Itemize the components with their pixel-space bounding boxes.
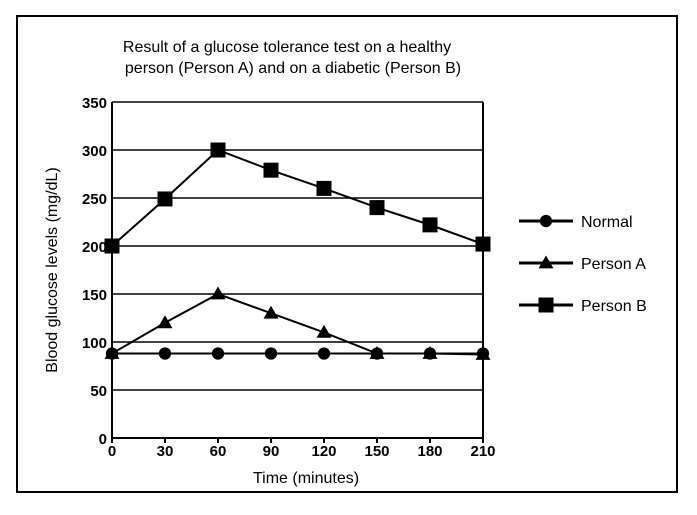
y-tick-label-100: 100 (82, 335, 107, 352)
legend-marker-person-a (538, 255, 554, 269)
y-tick-label-250: 250 (82, 191, 107, 208)
axes (111, 102, 484, 443)
grid-lines (112, 101, 483, 391)
legend-item-normal: Normal (519, 214, 633, 231)
series-person-a (104, 286, 491, 360)
y-tick-labels: 0 50 100 150 200 250 300 350 (82, 95, 107, 448)
point-person-a-180 (422, 346, 438, 359)
point-normal-30 (158, 347, 172, 360)
legend-item-person-b: Person B (519, 297, 647, 315)
x-tick-label-90: 90 (263, 443, 280, 460)
point-normal-90 (264, 347, 278, 360)
point-person-b-60 (210, 142, 226, 158)
chart-title: Result of a glucose tolerance test on a … (123, 39, 461, 77)
x-axis-label: Time (minutes) (253, 470, 359, 487)
chart-title-line-1: Result of a glucose tolerance test on a … (123, 39, 451, 56)
y-axis-label: Blood glucose levels (mg/dL) (44, 167, 61, 372)
point-person-a-60 (210, 286, 226, 300)
point-person-a-0 (104, 346, 120, 359)
point-person-a-120 (316, 324, 332, 338)
y-tick-label-200: 200 (82, 239, 107, 256)
point-person-a-30 (157, 315, 173, 329)
point-person-b-150 (369, 200, 385, 216)
legend-label-normal: Normal (581, 214, 633, 231)
chart-title-line-2: person (Person A) and on a diabetic (Per… (125, 60, 461, 77)
point-person-a-90 (263, 305, 279, 319)
legend-item-person-a: Person A (519, 255, 646, 273)
point-person-b-90 (263, 162, 279, 178)
point-person-b-210 (475, 236, 491, 252)
legend: Normal Person A Person B (519, 214, 647, 315)
legend-label-person-a: Person A (581, 256, 646, 273)
y-tick-label-50: 50 (90, 383, 107, 400)
point-person-a-210 (475, 346, 491, 360)
y-tick-label-350: 350 (82, 95, 107, 112)
point-person-b-120 (316, 180, 332, 196)
series-line-person-b (111, 148, 484, 247)
y-tick-label-150: 150 (82, 287, 107, 304)
point-person-a-150 (369, 346, 385, 359)
y-tick-label-300: 300 (82, 143, 107, 160)
legend-label-person-b: Person B (581, 298, 647, 315)
series-line-person-a (111, 292, 484, 356)
y-tick-label-0: 0 (99, 431, 107, 448)
point-person-b-30 (157, 191, 173, 207)
point-normal-120 (317, 347, 331, 360)
series-person-b (104, 142, 491, 254)
x-tick-label-0: 0 (108, 443, 116, 460)
point-person-b-180 (422, 217, 438, 233)
point-person-b-0 (104, 238, 120, 254)
x-tick-label-180: 180 (417, 443, 442, 460)
figure-frame (16, 15, 678, 493)
x-tick-label-120: 120 (311, 443, 336, 460)
point-normal-60 (211, 347, 225, 360)
x-tick-label-60: 60 (210, 443, 227, 460)
series-layer (104, 142, 491, 360)
x-tick-label-150: 150 (364, 443, 389, 460)
x-tick-label-210: 210 (470, 443, 495, 460)
x-tick-labels: 0 30 60 90 120 150 180 210 (108, 443, 496, 460)
x-tick-label-30: 30 (157, 443, 174, 460)
legend-marker-normal (539, 214, 553, 228)
legend-marker-person-b (538, 297, 554, 313)
